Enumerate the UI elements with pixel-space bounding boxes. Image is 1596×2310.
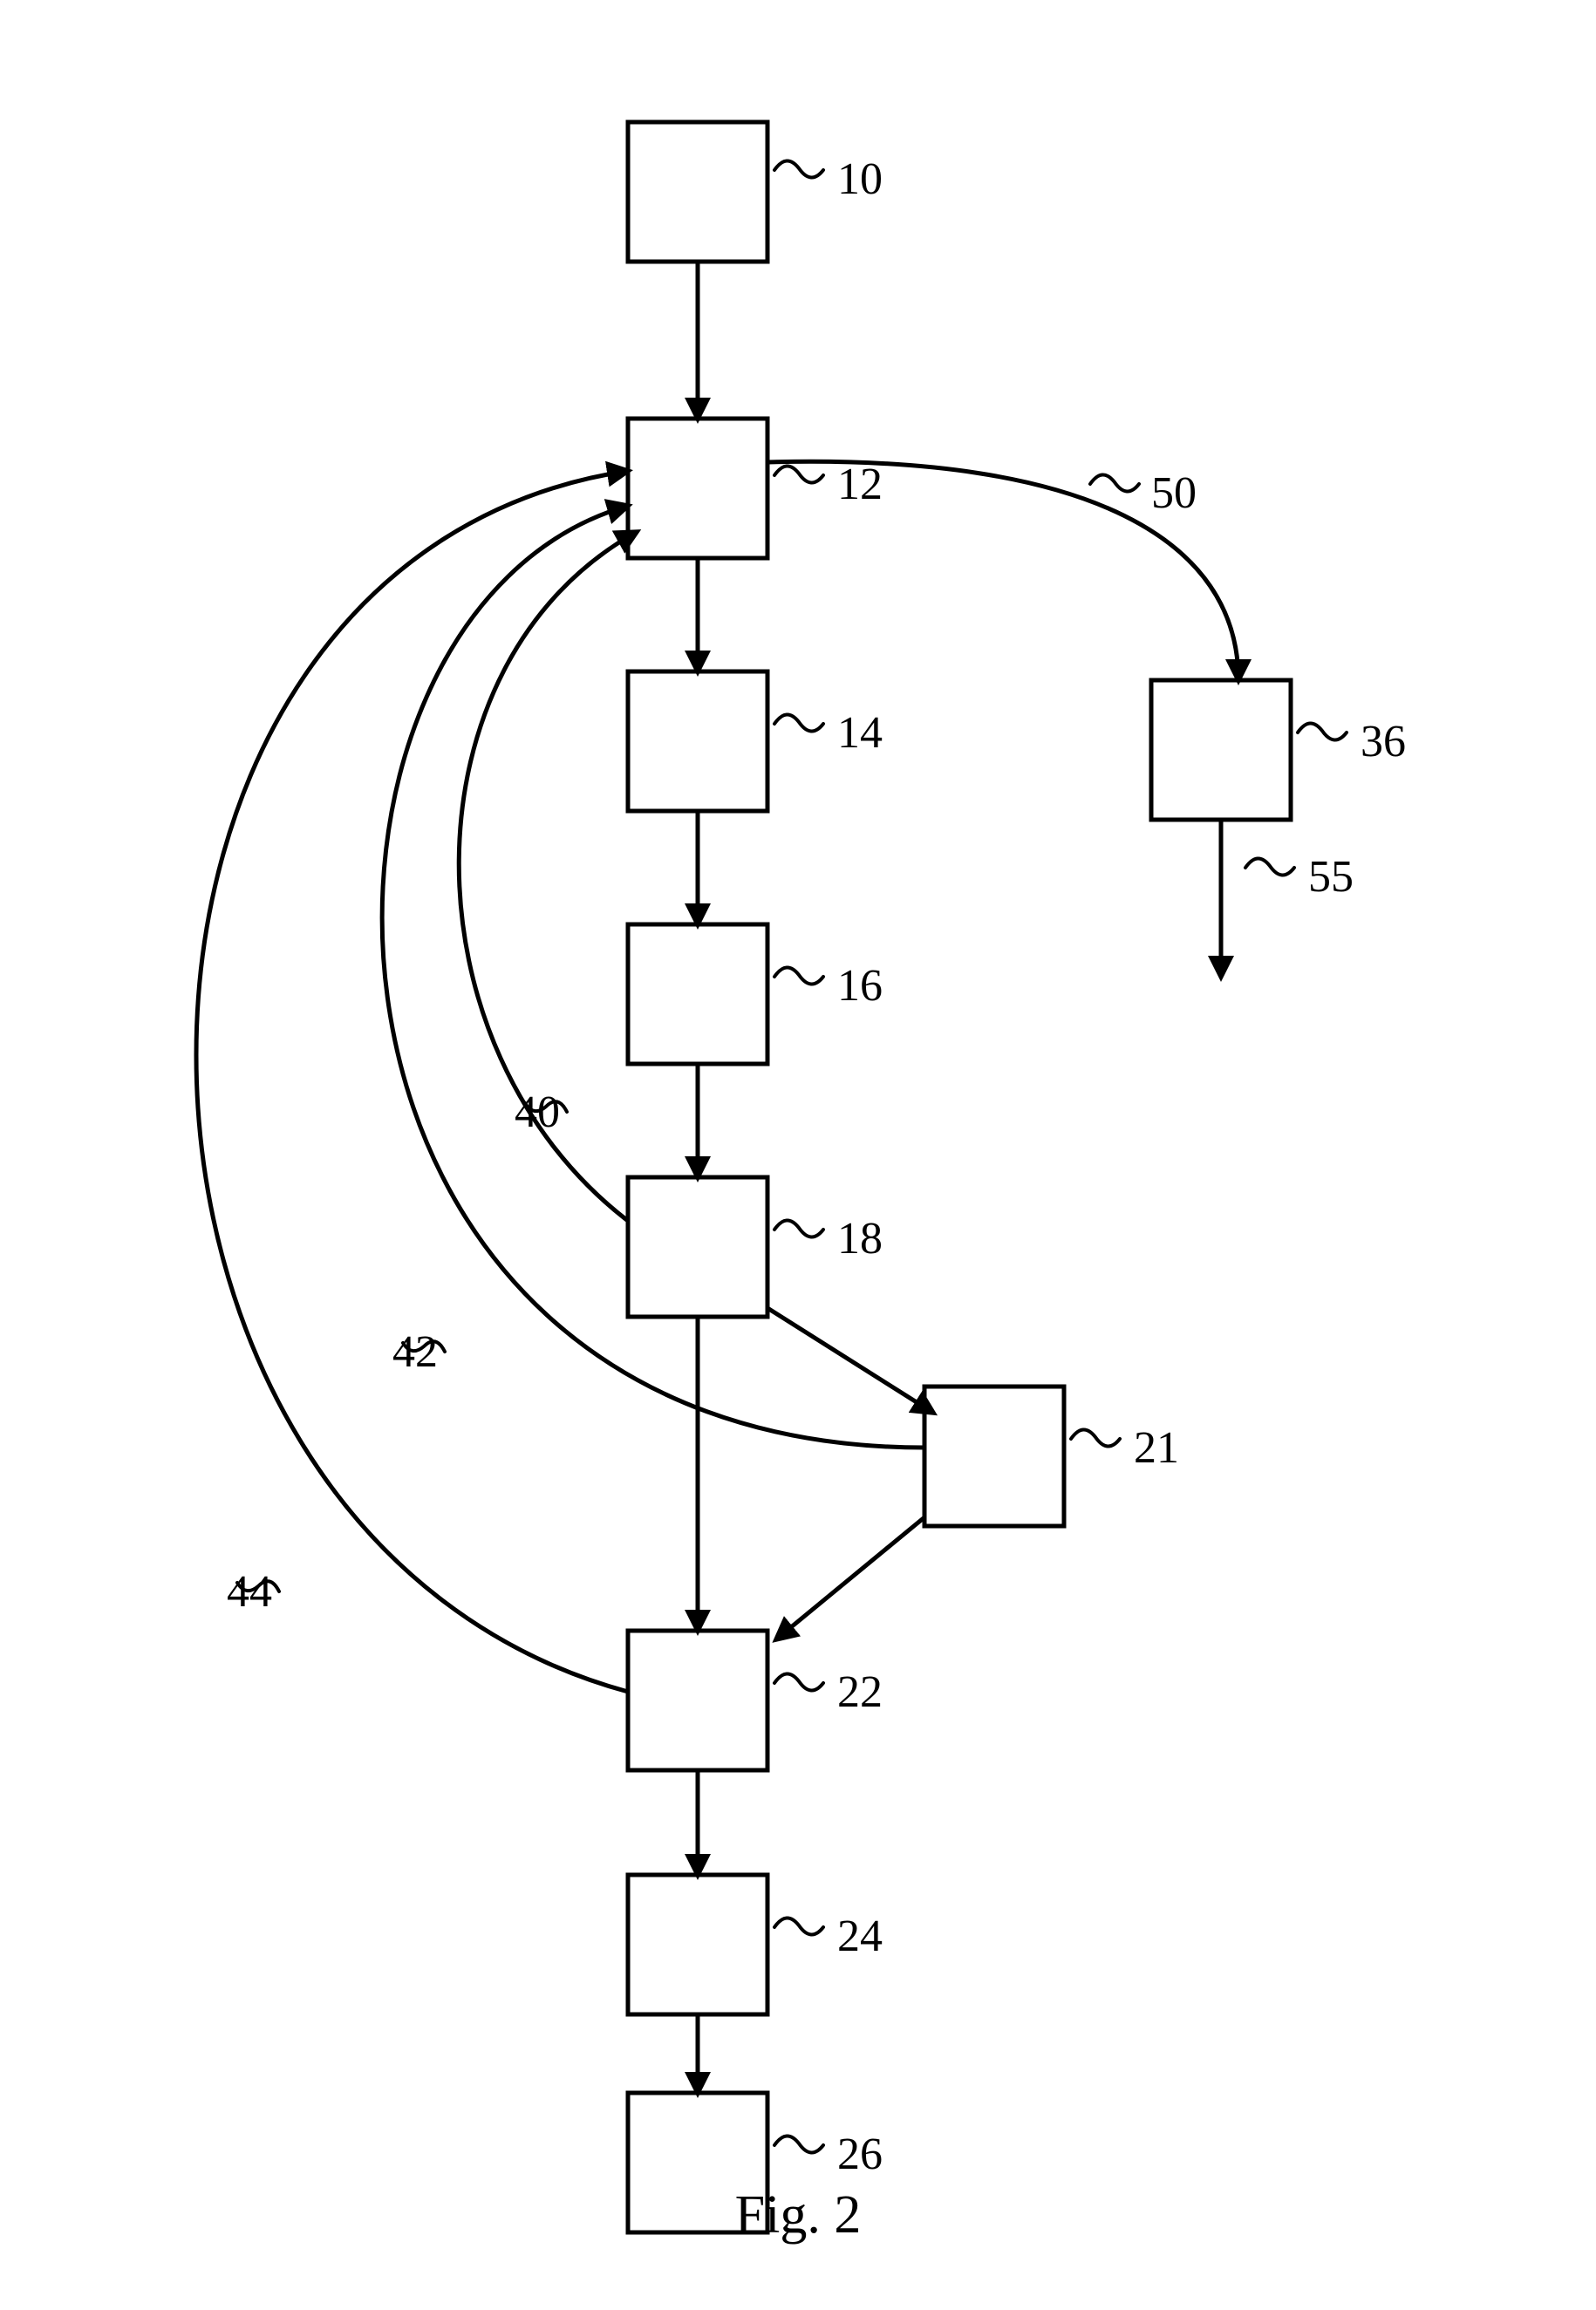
edge-label-e55: 55 <box>1308 852 1354 902</box>
lead-line-n18 <box>774 1220 823 1237</box>
node-n24 <box>628 1875 767 2014</box>
lead-line-n36 <box>1298 723 1347 739</box>
node-label-n21: 21 <box>1134 1423 1179 1473</box>
lead-line-n12 <box>774 466 823 482</box>
node-n22 <box>628 1631 767 1770</box>
edge-e18_21 <box>767 1308 933 1413</box>
node-label-n10: 10 <box>837 154 883 204</box>
lead-line-e50 <box>1090 474 1139 491</box>
lead-line-n10 <box>774 160 823 177</box>
figure-caption: Fig. 2 <box>735 2185 862 2245</box>
node-label-n22: 22 <box>837 1667 883 1717</box>
node-label-n24: 24 <box>837 1911 883 1961</box>
lead-line-e55 <box>1245 858 1294 875</box>
edge-e44 <box>196 471 628 1692</box>
node-label-n14: 14 <box>837 708 883 758</box>
lead-line-n16 <box>774 967 823 984</box>
node-label-n12: 12 <box>837 460 883 509</box>
node-label-n26: 26 <box>837 2129 883 2179</box>
node-label-n16: 16 <box>837 961 883 1011</box>
edge-label-e50: 50 <box>1151 468 1197 518</box>
lead-line-n22 <box>774 1673 823 1690</box>
node-n21 <box>924 1387 1064 1526</box>
node-n36 <box>1151 680 1291 820</box>
node-n18 <box>628 1177 767 1317</box>
lead-line-n14 <box>774 714 823 731</box>
lead-line-n26 <box>774 2136 823 2152</box>
node-label-n36: 36 <box>1361 717 1406 767</box>
lead-line-n21 <box>1071 1429 1120 1446</box>
node-n12 <box>628 419 767 558</box>
node-label-n18: 18 <box>837 1214 883 1264</box>
lead-line-n24 <box>774 1918 823 1934</box>
node-n14 <box>628 671 767 811</box>
node-n10 <box>628 122 767 262</box>
edge-e21_22 <box>776 1517 924 1639</box>
node-n16 <box>628 924 767 1064</box>
